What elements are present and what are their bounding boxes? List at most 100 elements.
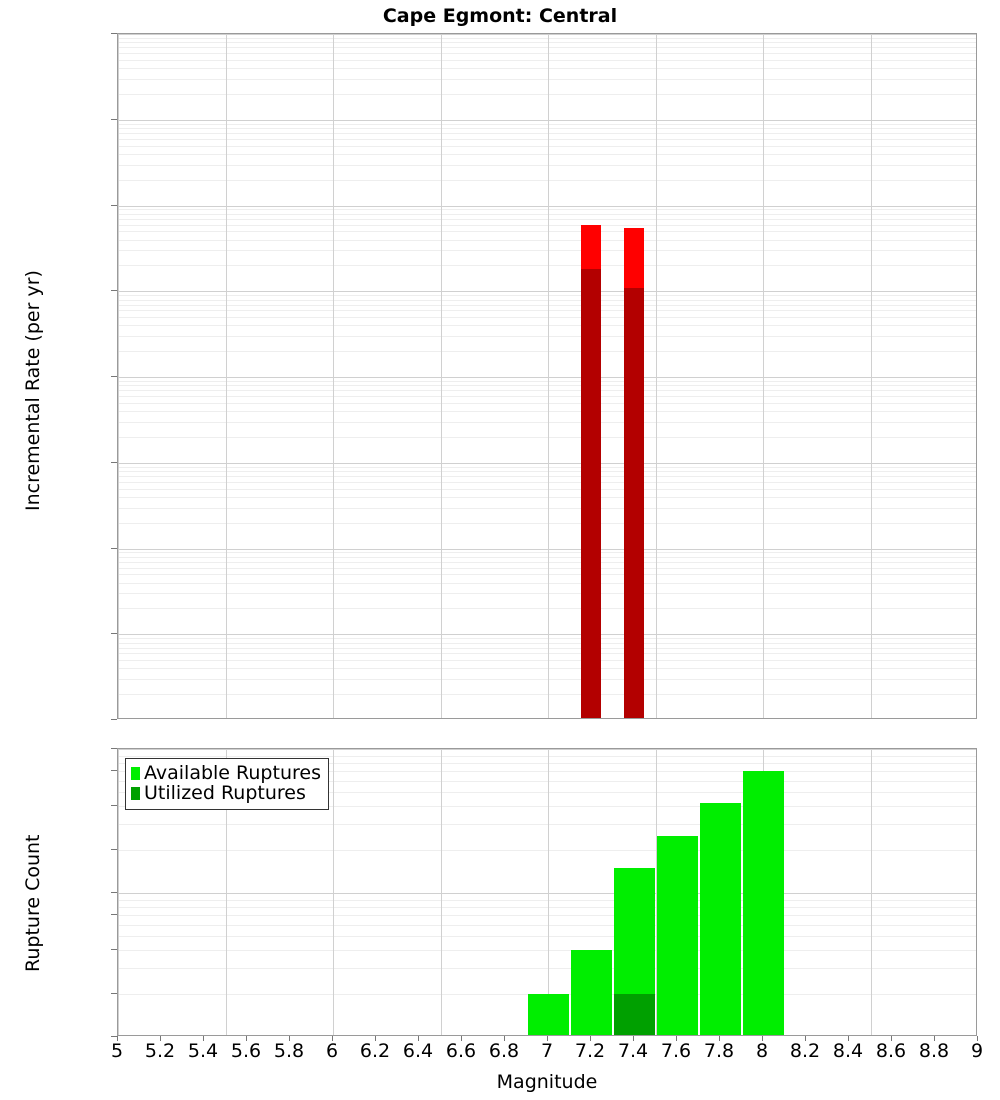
gridline-minor — [118, 638, 976, 639]
gridline-minor — [118, 180, 976, 181]
legend-label: Utilized Ruptures — [144, 782, 306, 804]
gridline-minor — [118, 403, 976, 404]
gridline-minor — [118, 139, 976, 140]
gridline-minor — [118, 653, 976, 654]
x-tick-mark — [504, 1036, 505, 1041]
legend-swatch-icon — [131, 787, 140, 800]
x-tick: 7.4 — [617, 1040, 649, 1062]
gridline-minor — [118, 968, 976, 969]
gridline-minor — [118, 325, 976, 326]
nucleation-bar — [581, 269, 601, 718]
bottom-y-axis-title: Rupture Count — [22, 834, 44, 973]
legend-swatch-icon — [131, 767, 140, 780]
top-y-tick-mark — [111, 633, 117, 634]
gridline-minor — [118, 936, 976, 937]
available-ruptures-bar — [570, 950, 612, 1035]
gridline-minor — [118, 608, 976, 609]
gridline-minor — [118, 396, 976, 397]
gridline-minor — [118, 900, 976, 901]
gridline-minor — [118, 128, 976, 129]
x-axis-title: Magnitude — [496, 1071, 598, 1093]
gridline-vertical — [656, 34, 657, 718]
top-plot-area — [117, 33, 977, 719]
x-tick-mark — [418, 1036, 419, 1041]
top-y-axis-title: Incremental Rate (per yr) — [22, 270, 44, 511]
x-tick-mark — [160, 1036, 161, 1041]
bottom-y-tick-mark — [111, 805, 117, 806]
gridline-minor — [118, 250, 976, 251]
gridline-minor — [118, 824, 976, 825]
x-tick: 8.8 — [918, 1040, 950, 1062]
gridline-minor — [118, 68, 976, 69]
x-tick: 7.6 — [660, 1040, 692, 1062]
gridline — [118, 634, 976, 635]
x-tick-mark — [375, 1036, 376, 1041]
gridline-minor — [118, 214, 976, 215]
gridline-minor — [118, 317, 976, 318]
gridline-minor — [118, 850, 976, 851]
bottom-y-tick-mark — [111, 770, 117, 771]
gridline-minor — [118, 351, 976, 352]
bottom-y-tick-mark — [111, 892, 117, 893]
x-tick-mark — [633, 1036, 634, 1041]
legend-item: Utilized Ruptures — [131, 784, 321, 803]
top-y-tick-mark — [111, 548, 117, 549]
x-tick-mark — [547, 1036, 548, 1041]
gridline-minor — [118, 907, 976, 908]
bottom-legend: Available Ruptures Utilized Ruptures — [125, 758, 329, 810]
gridline-minor — [118, 482, 976, 483]
x-tick-mark — [590, 1036, 591, 1041]
gridline-minor — [118, 94, 976, 95]
gridline-minor — [118, 489, 976, 490]
page-title: Cape Egmont: Central — [382, 5, 618, 27]
gridline-minor — [118, 385, 976, 386]
gridline-vertical — [871, 749, 872, 1035]
gridline-minor — [118, 295, 976, 296]
gridline-minor — [118, 79, 976, 80]
gridline-minor — [118, 583, 976, 584]
gridline-minor — [118, 411, 976, 412]
bottom-y-tick-mark — [111, 849, 117, 850]
gridline-minor — [118, 240, 976, 241]
top-y-tick-mark — [111, 119, 117, 120]
x-tick-mark — [289, 1036, 290, 1041]
gridline — [118, 206, 976, 207]
gridline — [118, 549, 976, 550]
gridline-minor — [118, 557, 976, 558]
x-tick: 8 — [755, 1040, 769, 1062]
gridline-minor — [118, 763, 976, 764]
gridline-minor — [118, 756, 976, 757]
gridline-minor — [118, 694, 976, 695]
x-tick: 5 — [110, 1040, 124, 1062]
gridline — [118, 893, 976, 894]
utilized-ruptures-bar — [613, 993, 655, 1035]
gridline-minor — [118, 219, 976, 220]
x-tick-mark — [461, 1036, 462, 1041]
x-tick: 6.8 — [488, 1040, 520, 1062]
bottom-y-tick-mark — [111, 993, 117, 994]
gridline-minor — [118, 568, 976, 569]
gridline-minor — [118, 648, 976, 649]
top-y-tick-mark — [111, 462, 117, 463]
gridline-vertical — [226, 34, 227, 718]
x-tick: 7.8 — [703, 1040, 735, 1062]
gridline-minor — [118, 154, 976, 155]
gridline-minor — [118, 124, 976, 125]
x-tick: 9 — [970, 1040, 984, 1062]
gridline-vertical — [548, 749, 549, 1035]
top-y-tick-mark — [111, 33, 117, 34]
x-tick: 6 — [325, 1040, 339, 1062]
gridline-minor — [118, 53, 976, 54]
x-tick: 8.6 — [875, 1040, 907, 1062]
gridline-minor — [118, 925, 976, 926]
gridline — [118, 120, 976, 121]
top-y-tick-mark — [111, 719, 117, 720]
x-tick-mark — [719, 1036, 720, 1041]
gridline-minor — [118, 209, 976, 210]
gridline-minor — [118, 668, 976, 669]
x-tick: 5.2 — [144, 1040, 176, 1062]
top-y-tick-mark — [111, 205, 117, 206]
gridline-vertical — [226, 749, 227, 1035]
gridline — [118, 291, 976, 292]
